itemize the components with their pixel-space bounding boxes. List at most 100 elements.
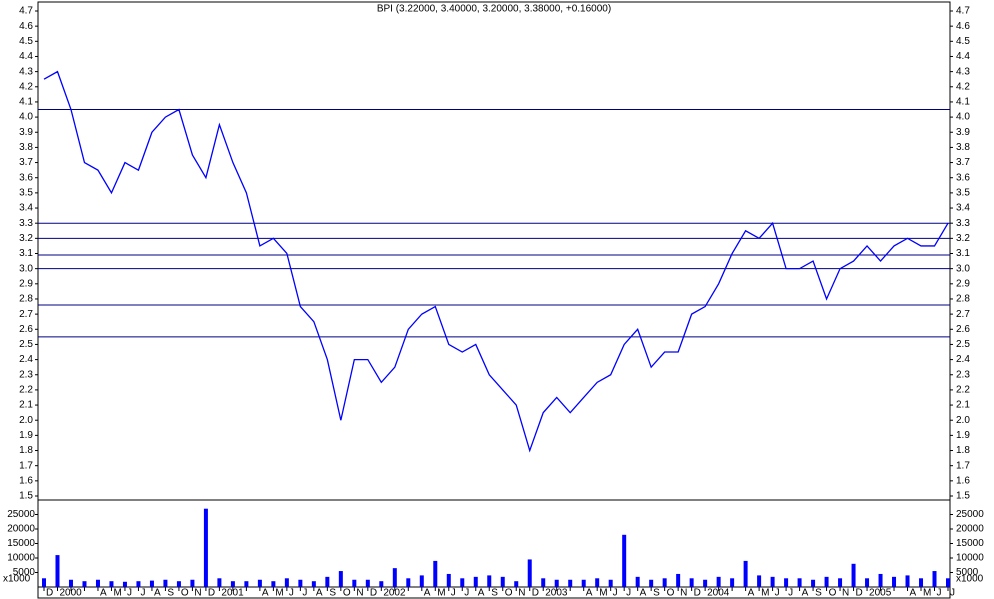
y-tick-label-right: 3.0 [956,263,970,274]
y-tick-label-right: 4.0 [956,112,970,123]
volume-bar [82,581,87,587]
volume-bar [190,579,195,587]
x-tick-label: D [694,588,701,599]
volume-bar [473,576,478,587]
y-tick-label-right: 2.2 [956,385,970,396]
x-tick-label: A [100,588,107,599]
y-tick-label: 2.1 [19,400,33,411]
x-tick-label: M [599,588,607,599]
volume-bar [824,576,829,587]
y-tick-label: 2.5 [19,339,33,350]
volume-bar [608,579,613,587]
volume-bar [163,579,168,587]
y-tick-label-right: 2.1 [956,400,970,411]
volume-bar [271,581,276,587]
x-tick-label: D [856,588,863,599]
x-tick-label: J [937,588,942,599]
y-tick-label: 2.6 [19,324,33,335]
x-tick-label: A [316,588,323,599]
volume-bar [649,579,654,587]
x-tick-label: S [167,588,174,599]
volume-bar [55,555,60,587]
y-tick-label: 4.7 [19,6,33,17]
y-tick-label-right: 2.6 [956,324,970,335]
volume-bar [136,581,141,587]
y-tick-label: 3.1 [19,248,33,259]
x-tick-label: A [586,588,593,599]
y-tick-label-right: 4.2 [956,81,970,92]
volume-unit: x1000 [3,574,31,585]
x-tick-label: A [424,588,431,599]
y-tick-label: 4.4 [19,51,33,62]
x-tick-label: O [505,588,513,599]
x-tick-label: A [262,588,269,599]
x-tick-label: M [761,588,769,599]
x-tick-label: 2000 [59,588,82,599]
y-tick-label: 3.8 [19,142,33,153]
volume-tick-label-right: 15000 [956,538,984,549]
volume-bar [325,576,330,587]
y-tick-label: 3.5 [19,188,33,199]
x-tick-label: A [478,588,485,599]
volume-bar [365,579,370,587]
y-tick-label-right: 3.2 [956,233,970,244]
y-tick-label: 2.2 [19,385,33,396]
volume-tick-label-right: 5000 [956,567,979,578]
volume-bar [595,578,600,587]
x-tick-label: A [154,588,161,599]
volume-bar [257,579,262,587]
y-tick-label: 2.0 [19,415,33,426]
x-tick-label: J [950,588,955,599]
volume-bar [122,581,127,587]
x-tick-label: N [356,588,363,599]
volume-bar [460,578,465,587]
volume-unit-right: x1000 [956,574,984,585]
volume-bar [797,578,802,587]
x-tick-label: J [451,588,456,599]
y-tick-label-right: 2.9 [956,278,970,289]
volume-tick-label: 25000 [7,509,35,520]
y-tick-label-right: 2.8 [956,294,970,305]
x-tick-label: A [910,588,917,599]
volume-bar [743,560,748,587]
volume-bar [662,578,667,587]
x-tick-label: J [127,588,132,599]
y-tick-label: 1.9 [19,430,33,441]
price-line [43,70,949,453]
x-tick-label: A [802,588,809,599]
x-tick-label: J [775,588,780,599]
y-tick-label-right: 4.7 [956,6,970,17]
x-tick-label: S [329,588,336,599]
y-tick-label: 4.5 [19,36,33,47]
volume-bar [892,576,897,587]
volume-bar [878,573,883,587]
volume-bar [554,579,559,587]
x-tick-label: 2003 [545,588,568,599]
y-tick-label: 3.6 [19,172,33,183]
y-tick-label: 3.7 [19,157,33,168]
y-tick-label-right: 2.3 [956,369,970,380]
x-tick-label: J [140,588,145,599]
volume-bar [95,579,100,587]
volume-bar [109,581,114,587]
y-tick-label-right: 1.5 [956,491,970,502]
volume-bar [635,576,640,587]
volume-tick-label: 5000 [13,567,36,578]
y-tick-label: 3.0 [19,263,33,274]
y-tick-label: 2.3 [19,369,33,380]
y-tick-label-right: 4.6 [956,21,970,32]
volume-bar [851,563,856,587]
x-tick-label: S [815,588,822,599]
x-tick-label: 2001 [221,588,244,599]
volume-bar [514,581,519,587]
y-tick-label-right: 3.6 [956,172,970,183]
x-tick-label: S [653,588,660,599]
volume-bar [176,581,181,587]
x-tick-label: D [532,588,539,599]
volume-bar [919,578,924,587]
y-tick-label: 1.6 [19,475,33,486]
y-tick-label-right: 4.4 [956,51,970,62]
volume-tick-label-right: 10000 [956,553,984,564]
volume-bar [446,573,451,587]
